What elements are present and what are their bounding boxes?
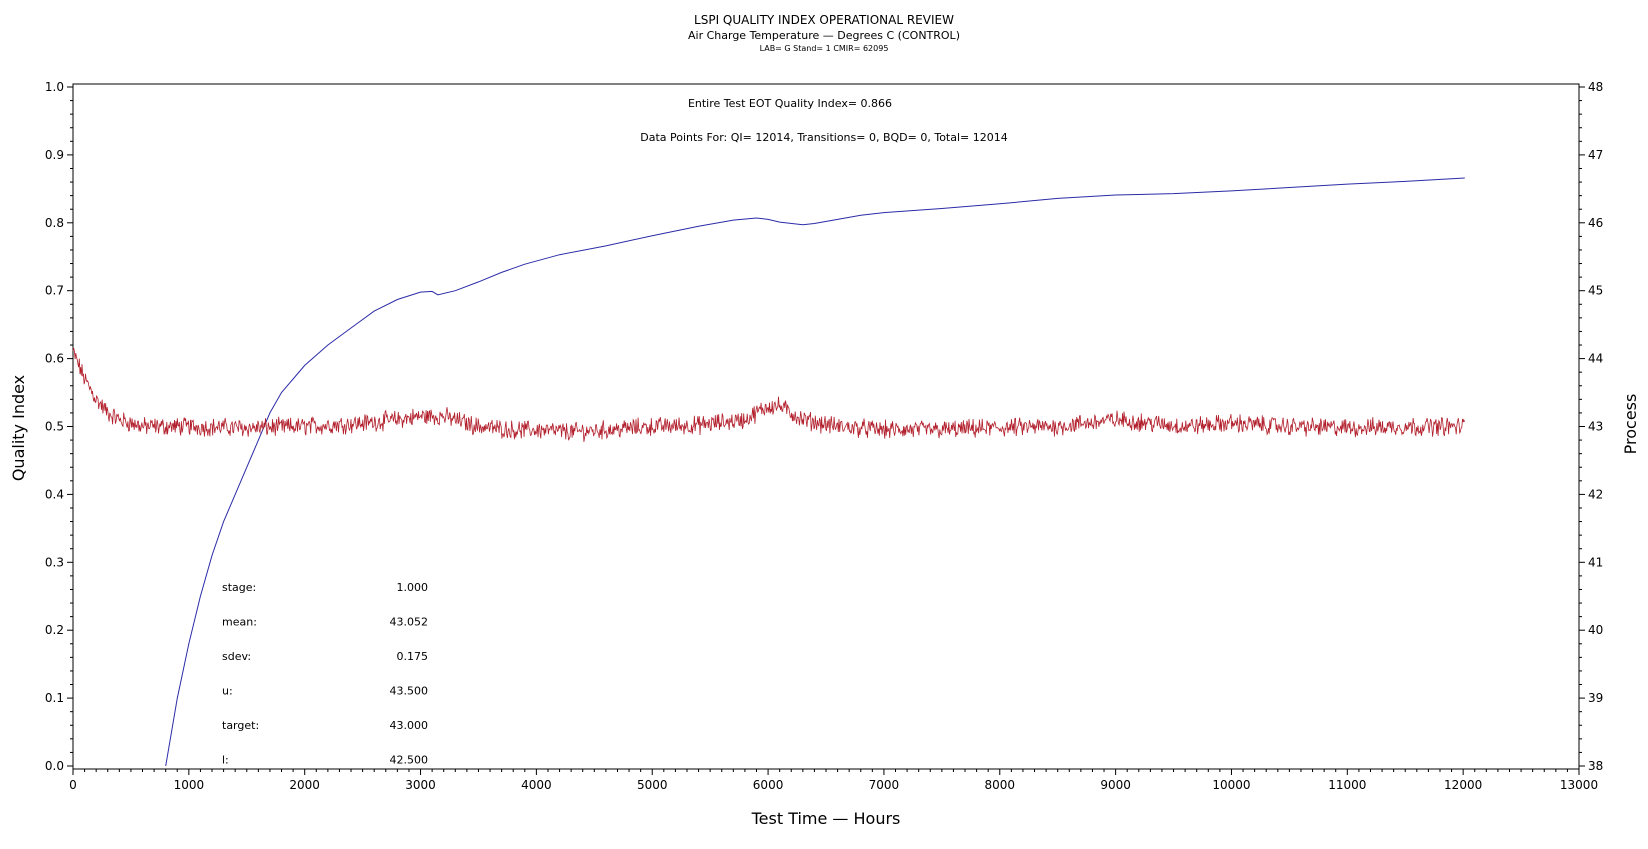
stat-value: 43.052 <box>390 616 429 629</box>
y-left-tick-label: 0.7 <box>45 284 64 298</box>
stat-value: 0.175 <box>397 650 429 663</box>
x-tick-label: 11000 <box>1328 778 1366 792</box>
stat-label: mean: <box>222 616 257 629</box>
y-right-tick-label: 48 <box>1588 80 1603 94</box>
y-left-tick-label: 0.2 <box>45 623 64 637</box>
y-right-tick-label: 39 <box>1588 691 1603 705</box>
eot-annotation: Entire Test EOT Quality Index= 0.866 <box>688 97 892 110</box>
y-right-tick-label: 45 <box>1588 284 1603 298</box>
x-tick-label: 4000 <box>521 778 552 792</box>
y-left-tick-label: 0.8 <box>45 216 64 230</box>
stat-label: target: <box>222 719 259 732</box>
y-left-tick-label: 1.0 <box>45 80 64 94</box>
y-right-tick-label: 47 <box>1588 148 1603 162</box>
stat-value: 43.000 <box>390 719 429 732</box>
x-tick-label: 6000 <box>753 778 784 792</box>
y-right-axis-ticks: 38 39 40 41 42 43 44 45 46 47 48 <box>1579 80 1603 773</box>
y-right-tick-label: 40 <box>1588 623 1603 637</box>
x-tick-label: 13000 <box>1560 778 1598 792</box>
x-tick-label: 0 <box>69 778 77 792</box>
chart-subtitle-lab: LAB= G Stand= 1 CMIR= 62095 <box>760 44 889 53</box>
y-right-tick-label: 43 <box>1588 420 1603 434</box>
stat-value: 42.500 <box>390 754 429 767</box>
chart-subtitle: Air Charge Temperature — Degrees C (CONT… <box>688 29 960 42</box>
chart-title: LSPI QUALITY INDEX OPERATIONAL REVIEW <box>694 13 954 27</box>
y-right-tick-label: 44 <box>1588 352 1603 366</box>
x-tick-label: 9000 <box>1100 778 1131 792</box>
stat-label: stage: <box>222 581 256 594</box>
stat-label: u: <box>222 685 233 698</box>
y-left-tick-label: 0.0 <box>45 759 64 773</box>
x-tick-label: 10000 <box>1212 778 1250 792</box>
x-tick-label: 8000 <box>984 778 1015 792</box>
y-left-tick-label: 0.3 <box>45 555 64 569</box>
x-tick-label: 5000 <box>637 778 668 792</box>
x-tick-label: 7000 <box>869 778 900 792</box>
x-axis-label: Test Time — Hours <box>751 809 901 828</box>
y-left-tick-label: 0.6 <box>45 352 64 366</box>
y-right-tick-label: 41 <box>1588 555 1603 569</box>
stat-value: 43.500 <box>390 685 429 698</box>
process-series-line <box>72 347 1465 442</box>
x-axis-ticks: 0 1000 2000 3000 4000 5000 6000 7000 8000 9000 100… <box>69 769 1598 792</box>
y-left-axis-ticks: 0.0 0.1 0.2 0.3 0.4 0.5 0.6 0.7 0.8 0.9 1.0 <box>45 80 73 773</box>
data-points-annotation: Data Points For: QI= 12014, Transitions=… <box>640 131 1008 144</box>
x-tick-label: 2000 <box>289 778 320 792</box>
stat-label: l: <box>222 754 229 767</box>
y-left-tick-label: 0.9 <box>45 148 64 162</box>
y-right-tick-label: 42 <box>1588 487 1603 501</box>
x-tick-label: 12000 <box>1444 778 1482 792</box>
series-group <box>72 177 1465 767</box>
y-right-tick-label: 38 <box>1588 759 1603 773</box>
y-left-tick-label: 0.1 <box>45 691 64 705</box>
y-left-tick-label: 0.4 <box>45 487 64 501</box>
x-tick-label: 3000 <box>405 778 436 792</box>
stat-label: sdev: <box>222 650 251 663</box>
x-tick-label: 1000 <box>174 778 205 792</box>
y-axis-label-left: Quality Index <box>9 375 28 481</box>
y-left-tick-label: 0.5 <box>45 420 64 434</box>
stats-table: stage: 1.000 mean: 43.052 sdev: 0.175 u: 43.500… <box>222 581 428 767</box>
quality-index-series-line <box>165 177 1465 767</box>
y-right-tick-label: 46 <box>1588 216 1603 230</box>
y-axis-label-right: Process <box>1621 394 1640 455</box>
stat-value: 1.000 <box>397 581 429 594</box>
